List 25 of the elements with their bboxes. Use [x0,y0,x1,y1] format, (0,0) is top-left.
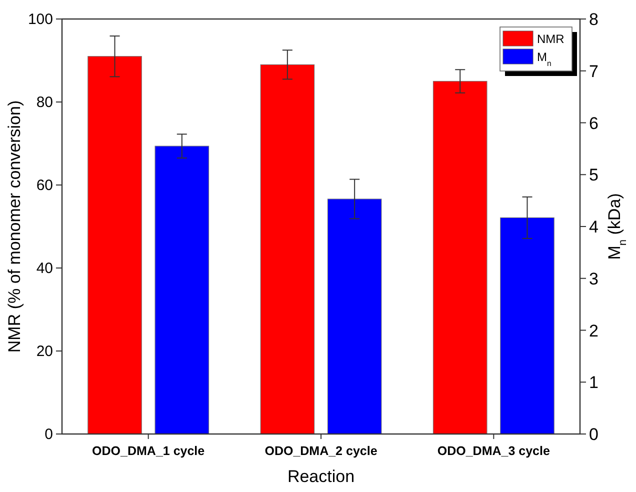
y2-tick-label: 8 [589,10,598,29]
bar [327,198,382,434]
legend-label: M$_{n}$ [537,50,552,68]
y-tick-label: 60 [36,177,53,194]
y2-tick-label: 2 [589,321,598,340]
bar [500,217,554,434]
y2-tick-label: 0 [589,425,598,444]
y2-tick-label: 3 [589,269,598,288]
y2-tick-label: 4 [589,218,598,236]
bar [154,146,210,434]
y-tick-label: 40 [36,260,53,277]
x-axis-title: Reaction [287,467,355,486]
y2-tick-label: 5 [589,166,598,185]
legend-label: NMR [537,32,565,46]
x-tick-label: ODO_DMA_2 cycle [264,444,378,458]
x-tick-label: ODO_DMA_1 cycle [92,444,205,458]
y-tick-label: 100 [28,11,53,28]
y-tick-label: 0 [44,426,53,443]
y2-tick-label: 7 [589,62,598,81]
y2-tick-label: 1 [589,373,598,392]
x-tick-label: ODO_DMA_3 cycle [437,444,550,458]
y2-tick-label: 6 [589,114,598,133]
y-tick-label: 20 [36,343,53,360]
y-tick-label: 80 [36,94,53,111]
y-axis-title: NMR (% of monomer conversion) [5,100,24,353]
